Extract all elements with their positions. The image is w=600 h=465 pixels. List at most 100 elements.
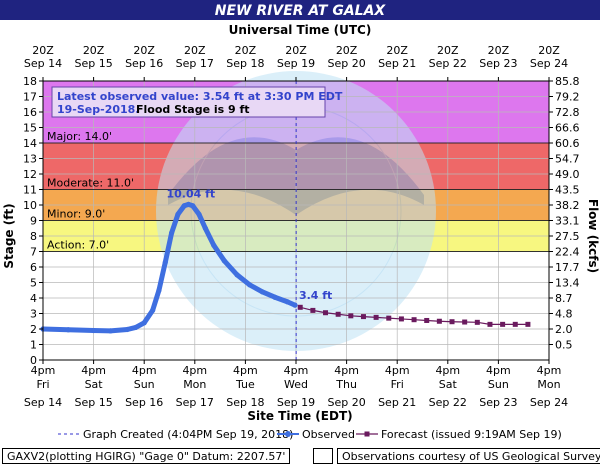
flow-tick-label: 33.1: [555, 215, 580, 228]
observed-point: [141, 320, 147, 326]
observed-point: [190, 203, 196, 209]
threshold-label: Minor: 9.0': [47, 208, 105, 221]
observed-point: [185, 201, 192, 207]
flow-tick-label: 17.7: [555, 261, 580, 274]
y-tick-label: 0: [30, 354, 37, 367]
x-tick-label-date: Sep 21: [378, 396, 416, 409]
forecast-point: [500, 321, 506, 327]
x-tick-label-time: 4pm: [81, 364, 106, 377]
top-tick-label-time: 20Z: [336, 44, 358, 57]
x-tick-label-time: 4pm: [334, 364, 359, 377]
x-tick-label-day: Sun: [488, 378, 509, 391]
observed-point: [247, 282, 253, 288]
y-tick-label: 16: [23, 106, 37, 119]
x-tick-label-date: Sep 22: [429, 396, 467, 409]
observed-point: [107, 328, 114, 334]
flow-tick-label: 22.4: [555, 246, 580, 259]
y-axis-title-right: Flow (kcfs): [586, 199, 600, 273]
x-tick-label-date: Sep 17: [176, 396, 214, 409]
observed-point: [65, 327, 71, 333]
info-box: [51, 86, 326, 118]
y-tick-label: 1: [30, 339, 37, 352]
forecast-point: [411, 317, 417, 323]
y-tick-label: 3: [30, 308, 37, 321]
x-tick-label-time: 4pm: [537, 364, 562, 377]
top-tick-label-date: Sep 17: [176, 57, 214, 70]
y-tick-label: 17: [23, 91, 37, 104]
x-tick-label-day: Sat: [85, 378, 104, 391]
chart-title: NEW RIVER AT GALAX: [215, 3, 387, 19]
top-tick-label-time: 20Z: [133, 44, 155, 57]
threshold-label: Moderate: 11.0': [47, 177, 134, 190]
info-box-date: 19-Sep-2018.: [57, 103, 140, 116]
x-tick-label-day: Sat: [439, 378, 458, 391]
top-tick-label-time: 20Z: [386, 44, 408, 57]
y-tick-label: 6: [30, 261, 37, 274]
top-tick-label-date: Sep 19: [277, 57, 315, 70]
flow-tick-label: 79.2: [555, 91, 580, 104]
legend-observed-marker: [285, 431, 291, 437]
flow-tick-label: 13.4: [555, 277, 580, 290]
flow-tick-label: 8.7: [555, 292, 573, 305]
legend-created-label: Graph Created (4:04PM Sep 19, 2018): [83, 428, 293, 441]
x-tick-label-day: Tue: [235, 378, 255, 391]
observed-point: [124, 326, 130, 333]
x-tick-label-day: Mon: [537, 378, 560, 391]
flow-tick-label: 72.8: [555, 106, 580, 119]
forecast-point: [398, 316, 404, 322]
top-tick-label-time: 20Z: [83, 44, 105, 57]
top-tick-label-date: Sep 18: [226, 57, 264, 70]
observed-point: [169, 230, 175, 236]
top-tick-label-time: 20Z: [285, 44, 307, 57]
y-tick-label: 7: [30, 246, 37, 259]
top-tick-label-date: Sep 22: [429, 57, 467, 70]
top-tick-label-time: 20Z: [488, 44, 510, 57]
x-tick-label-date: Sep 15: [74, 396, 112, 409]
top-tick-label-time: 20Z: [538, 44, 560, 57]
x-tick-label-time: 4pm: [233, 364, 258, 377]
observed-point: [234, 272, 240, 278]
footer-credit: Observations courtesy of US Geological S…: [337, 448, 600, 464]
forecast-point: [449, 319, 455, 325]
observed-point: [175, 211, 181, 217]
forecast-point: [462, 319, 468, 325]
flow-tick-label: 43.5: [555, 184, 580, 197]
top-tick-label-time: 20Z: [437, 44, 459, 57]
legend-forecast-marker: [364, 431, 370, 437]
top-tick-label-time: 20Z: [184, 44, 206, 57]
threshold-label: Major: 14.0': [47, 130, 112, 143]
flow-tick-label: 66.6: [555, 122, 580, 135]
observed-point: [196, 211, 202, 217]
x-tick-label-date: Sep 16: [125, 396, 163, 409]
x-tick-label-date: Sep 20: [327, 396, 365, 409]
observed-point: [259, 289, 265, 295]
y-tick-label: 5: [30, 277, 37, 290]
flow-tick-label: 2.0: [555, 323, 573, 336]
forecast-point: [487, 321, 493, 327]
footer-spacer: [313, 448, 333, 464]
x-tick-label-day: Wed: [284, 378, 308, 391]
x-tick-label-date: Sep 14: [24, 396, 62, 409]
flow-tick-label: 38.2: [555, 199, 580, 212]
x-tick-label-day: Fri: [36, 378, 49, 391]
top-tick-label-date: Sep 16: [125, 57, 163, 70]
forecast-point: [474, 319, 480, 325]
forecast-point: [525, 321, 531, 327]
observed-point: [284, 299, 291, 305]
top-tick-label-time: 20Z: [32, 44, 54, 57]
observed-point: [272, 294, 278, 300]
flow-tick-label: 60.6: [555, 137, 580, 150]
observed-point: [202, 225, 208, 231]
y-tick-label: 8: [30, 230, 37, 243]
x-tick-label-time: 4pm: [385, 364, 410, 377]
top-tick-label-date: Sep 24: [530, 57, 568, 70]
y-tick-label: 13: [23, 153, 37, 166]
observed-point: [221, 258, 227, 264]
y-tick-label: 11: [23, 184, 37, 197]
x-tick-label-time: 4pm: [132, 364, 157, 377]
observed-point: [133, 324, 139, 331]
flow-tick-label: 4.8: [555, 308, 573, 321]
x-tick-label-time: 4pm: [486, 364, 511, 377]
y-tick-label: 2: [30, 323, 37, 336]
